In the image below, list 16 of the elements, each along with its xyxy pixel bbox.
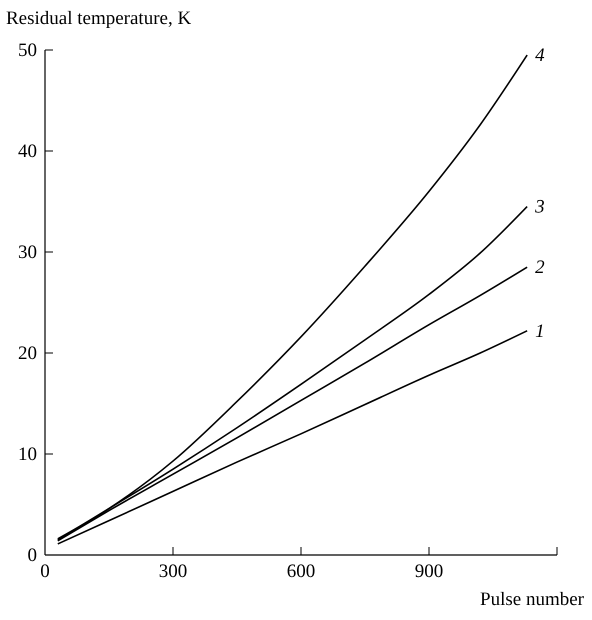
x-tick-label: 0 [40,561,50,582]
x-axis-title: Pulse number [480,589,585,610]
y-tick-label: 40 [18,141,37,162]
y-tick-label: 30 [18,242,37,263]
series-label: 1 [535,320,545,342]
y-tick-label: 10 [18,444,37,465]
x-tick-label: 300 [158,561,188,582]
y-tick-label: 50 [18,40,37,61]
x-tick-label: 600 [286,561,316,582]
series-label: 4 [535,45,546,66]
y-tick-label: 0 [28,545,37,566]
y-tick-label: 20 [18,343,37,364]
x-tick-label: 900 [414,561,444,582]
y-axis-title: Residual temperature, K [6,8,192,29]
series-label: 3 [534,196,545,218]
series-label: 2 [535,257,546,278]
